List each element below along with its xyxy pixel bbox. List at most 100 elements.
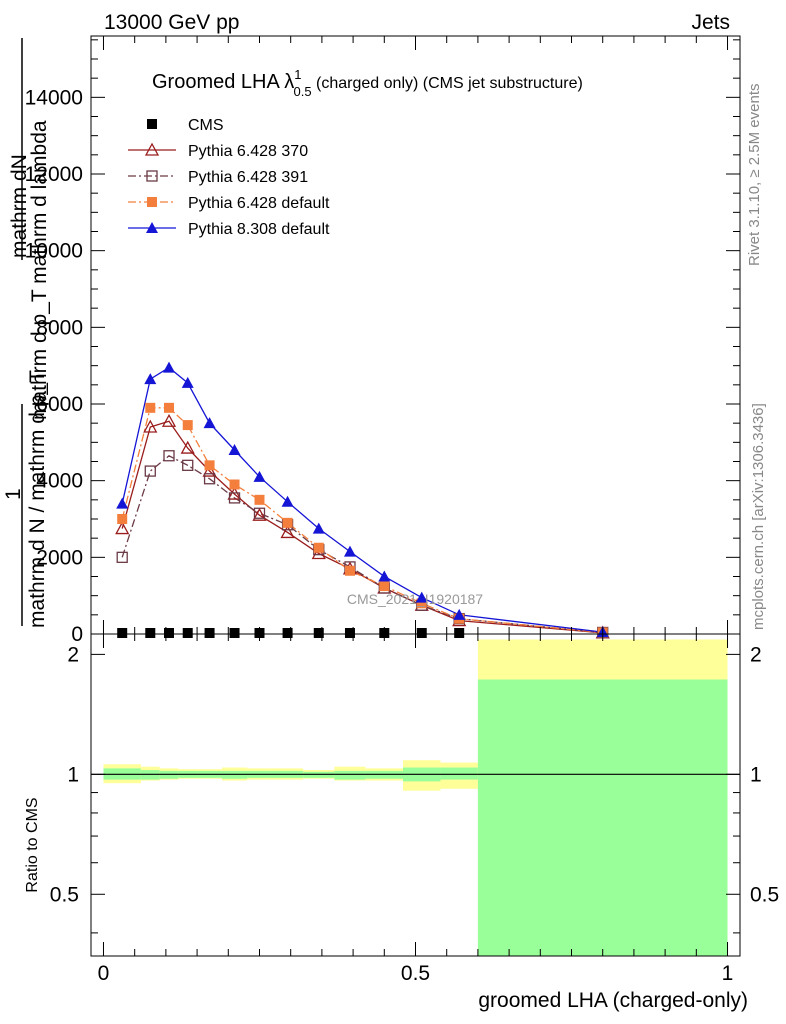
legend-label-2: Pythia 6.428 391 bbox=[188, 169, 308, 186]
main-y-tick-label: 0 bbox=[71, 623, 83, 646]
ratio-panel: 0.5 0.5 1 1 2 2 0 0.5 1 bbox=[50, 633, 779, 985]
main-y-tick-label: 6000 bbox=[36, 393, 83, 416]
series-4-point bbox=[203, 417, 216, 429]
series-1-point bbox=[252, 507, 267, 521]
main-y-axis-ticks: 0 2000 4000 6000 8000 10000 12000 14000 bbox=[25, 39, 740, 646]
series-1-point bbox=[280, 525, 295, 539]
mcplots-reference-label: mcplots.cern.ch [arXiv:1306.3436] bbox=[750, 403, 767, 630]
series-3-point bbox=[379, 581, 390, 592]
rivet-version-label: Rivet 3.1.10, ≥ 2.5M events bbox=[746, 84, 763, 267]
legend-label-4: Pythia 8.308 default bbox=[188, 221, 330, 238]
series-4-point bbox=[181, 376, 194, 388]
x-tick-label: 0.5 bbox=[401, 962, 430, 985]
main-y-tick-label: 4000 bbox=[36, 470, 83, 493]
ratio-y-tick-label: 0.5 bbox=[50, 883, 79, 906]
analysis-watermark: CMS_2021_I1920187 bbox=[347, 591, 483, 607]
series-0-point bbox=[182, 628, 193, 638]
legend: CMS Pythia 6.428 370 Pythia 6.428 391 Pythi… bbox=[128, 117, 330, 238]
y-label-one: 1 bbox=[2, 488, 25, 500]
series-4-point bbox=[116, 497, 129, 509]
ratio-y-axis-label: Ratio to CMS bbox=[24, 797, 41, 892]
series-1-point bbox=[161, 413, 177, 427]
series-3-point bbox=[229, 479, 240, 490]
series-4-point bbox=[281, 495, 294, 507]
series-2-point bbox=[253, 507, 266, 519]
series-3-point bbox=[313, 542, 324, 553]
series-3-point bbox=[117, 514, 128, 524]
ratio-uncertainty-bands bbox=[103, 639, 728, 956]
series-2-point bbox=[116, 551, 128, 563]
series-line-3 bbox=[121, 407, 603, 634]
series-4-point bbox=[453, 608, 466, 620]
main-y-tick-label: 2000 bbox=[36, 546, 83, 569]
series-3-point bbox=[416, 598, 427, 609]
series-line-2 bbox=[121, 455, 603, 634]
series-0-point bbox=[145, 628, 156, 638]
legend-marker-1 bbox=[144, 142, 160, 156]
series-4-point bbox=[378, 570, 391, 582]
ratio-y-tick-label-right: 0.5 bbox=[750, 883, 779, 906]
series-3-point bbox=[254, 494, 265, 505]
main-y-tick-label: 10000 bbox=[25, 240, 83, 263]
series-2-point bbox=[182, 459, 194, 471]
series-2-point bbox=[163, 450, 175, 462]
legend-marker-4 bbox=[146, 222, 158, 233]
series-3-point bbox=[344, 565, 355, 576]
ratio-inner-band bbox=[334, 770, 366, 780]
series-3-point bbox=[182, 420, 193, 431]
series-1-point bbox=[227, 486, 242, 500]
y-label-denominator: mathrm d p_T mathrm d lambda bbox=[28, 120, 51, 420]
series-0-point bbox=[454, 628, 465, 638]
legend-marker-0 bbox=[147, 119, 157, 129]
x-axis-label: groomed LHA (charged-only) bbox=[478, 989, 748, 1012]
series-0-point bbox=[282, 628, 293, 638]
series-1-point bbox=[115, 521, 130, 535]
process-label: Jets bbox=[691, 11, 730, 34]
main-title: Groomed LHA λ1 0.5 (charged only) (CMS je… bbox=[152, 67, 583, 99]
series-4-point bbox=[228, 444, 241, 455]
main-y-axis-label: mathrm dN mathrm d p_T mathrm d lambda 1… bbox=[2, 38, 51, 628]
ratio-inner-band bbox=[477, 679, 728, 956]
main-panel: 0 2000 4000 6000 8000 10000 12000 14000 CMS_202… bbox=[25, 35, 741, 646]
series-0-point bbox=[204, 628, 215, 638]
series-0-point bbox=[117, 628, 128, 638]
series-1-point bbox=[202, 463, 217, 477]
ratio-panel-frame bbox=[90, 633, 741, 957]
main-y-tick-label: 12000 bbox=[25, 163, 83, 186]
legend-label-3: Pythia 6.428 default bbox=[188, 195, 330, 212]
legend-marker-2 bbox=[146, 170, 158, 182]
main-x-axis-ticks bbox=[102, 36, 729, 634]
y-label-prefactor: mathrm d N / mathrm d p_T bbox=[26, 370, 49, 628]
ratio-y-axis-ticks: 0.5 0.5 1 1 2 2 bbox=[50, 643, 779, 934]
series-3-point bbox=[145, 402, 156, 413]
series-2-point bbox=[228, 492, 241, 504]
ratio-y-tick-label-right: 1 bbox=[750, 763, 762, 786]
y-label-numerator: mathrm dN bbox=[8, 154, 31, 258]
series-0-point bbox=[229, 628, 240, 638]
series-2-point bbox=[203, 473, 216, 485]
series-4-point bbox=[415, 591, 428, 603]
ratio-x-axis-ticks: 0 0.5 1 bbox=[98, 634, 733, 985]
series-3-point bbox=[204, 460, 215, 471]
ratio-y-tick-label: 2 bbox=[67, 643, 79, 666]
legend-label-0: CMS bbox=[188, 117, 224, 134]
series-4-point bbox=[144, 373, 157, 385]
series-3-point bbox=[282, 517, 293, 528]
ratio-inner-band bbox=[440, 767, 478, 780]
legend-label-1: Pythia 6.428 370 bbox=[188, 143, 308, 160]
ratio-y-tick-label: 1 bbox=[67, 763, 79, 786]
main-y-tick-label: 8000 bbox=[36, 316, 83, 339]
series-0-point bbox=[344, 628, 355, 638]
ratio-y-tick-label-right: 2 bbox=[750, 643, 762, 666]
series-4-point bbox=[312, 522, 325, 534]
series-3-point bbox=[164, 402, 175, 413]
main-y-tick-label: 14000 bbox=[25, 86, 83, 109]
series-0-point bbox=[164, 628, 175, 638]
legend-marker-3 bbox=[147, 197, 157, 207]
series-1-point bbox=[311, 546, 326, 560]
series-0-point bbox=[313, 628, 324, 638]
series-2-point bbox=[144, 465, 156, 477]
beam-energy-label: 13000 GeV pp bbox=[104, 11, 239, 34]
series-0-point bbox=[416, 628, 427, 638]
